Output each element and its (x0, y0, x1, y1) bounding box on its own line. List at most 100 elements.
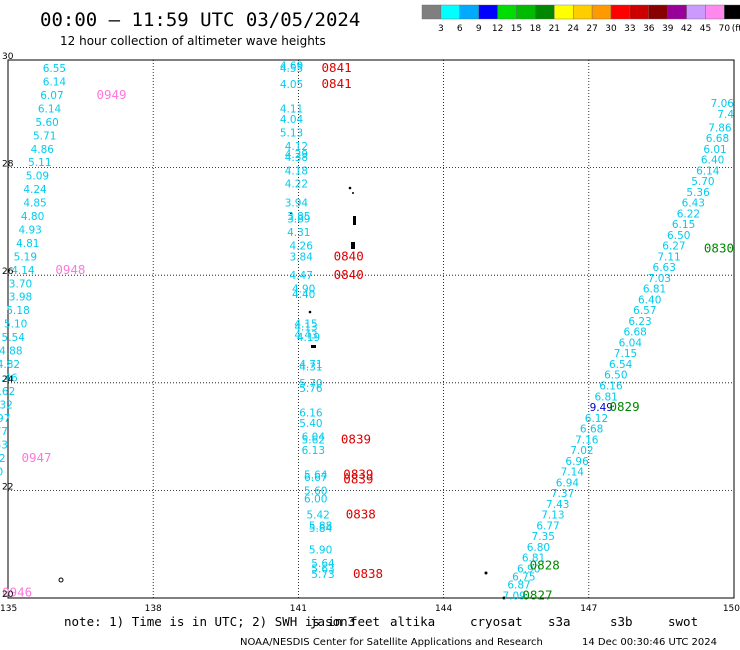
wave-height-value: 4.14 (11, 265, 35, 277)
wave-height-value: 6.80 (527, 542, 550, 554)
pass-time-label: 0947 (21, 450, 51, 465)
wave-height-value: 6.87 (507, 580, 530, 592)
wave-height-value: 6.07 (40, 90, 63, 102)
color-swatch (535, 4, 555, 20)
pass-time-label: 0838 (346, 507, 376, 522)
pass-time-label: 0827 (522, 587, 552, 602)
wave-height-value: 6.16 (299, 407, 323, 419)
color-swatch (667, 4, 687, 20)
wave-height-value: 4.19 (297, 332, 320, 344)
wave-height-value: 4.71 (299, 359, 322, 371)
wave-height-value: 6.15 (672, 219, 695, 231)
wave-height-value: 4.26 (290, 241, 314, 253)
wave-height-value: 7.06 (711, 98, 735, 110)
wave-height-value: 4.38 (285, 152, 308, 164)
wave-height-value: 4.69 (280, 60, 303, 72)
color-scale-label: 27 (586, 24, 597, 34)
credit-text: NOAA/NESDIS Center for Satellite Applica… (240, 637, 543, 648)
wave-height-value: 7.11 (657, 251, 680, 263)
wave-height-value: 5.46 (0, 372, 18, 384)
wave-height-value: 5.10 (4, 319, 27, 331)
wave-height-value: 4.13 (294, 321, 317, 333)
color-swatch (478, 4, 498, 20)
wave-height-value: 4.86 (31, 144, 55, 156)
wave-height-value: 5.90 (309, 545, 332, 557)
color-swatch (516, 4, 536, 20)
wave-height-value: 5.11 (28, 157, 51, 169)
wave-height-value: 3.94 (285, 198, 309, 210)
satellite-legend-item: cryosat (470, 614, 523, 629)
color-scale-label: 9 (476, 24, 482, 34)
satellite-legend-item: s3a (548, 614, 571, 629)
wave-height-value: 6.04 (302, 432, 326, 444)
color-scale-label: 33 (624, 24, 635, 34)
color-scale-label: 42 (681, 24, 692, 34)
color-scale-label: 70 (719, 24, 731, 34)
wave-height-value: 6.81 (594, 391, 617, 403)
wave-height-value: 5.73 (311, 569, 334, 581)
wave-height-value: 5.18 (6, 305, 29, 317)
color-swatch (610, 4, 631, 20)
y-tick-label: 28 (2, 160, 14, 170)
color-scale-label: 45 (700, 24, 711, 34)
wave-height-value: 5.77 (0, 426, 8, 438)
wave-height-value: 4.82 (0, 359, 20, 371)
color-swatch (705, 4, 725, 20)
color-swatch (648, 4, 668, 20)
color-scale-label: 39 (662, 24, 674, 34)
wave-height-value: 6.81 (522, 553, 545, 565)
wave-height-value: 4.85 (23, 198, 46, 210)
pass-time-label: 0841 (322, 60, 352, 75)
wave-height-value: 7.86 (708, 122, 732, 134)
wave-height-value: 7.02 (570, 445, 593, 457)
wave-height-value: 7.15 (614, 348, 637, 360)
wave-height-value: 5.13 (280, 128, 303, 140)
wave-height-value: 5.62 (0, 386, 15, 398)
satellite-legend: jason3 altika cryosat s3a s3b swot (310, 614, 698, 629)
wave-height-value: 7.43 (546, 499, 569, 511)
y-tick-label: 22 (2, 482, 13, 492)
wave-height-value: 5.88 (309, 520, 332, 532)
wave-height-value: 9.49 (590, 402, 613, 414)
wave-height-value: 6.01 (703, 144, 726, 156)
wave-height-value: 6.04 (619, 337, 643, 349)
wave-height-value: 7.37 (551, 488, 574, 500)
color-scale-label: 36 (643, 24, 655, 34)
wave-height-value: 6.22 (677, 208, 700, 220)
wave-height-value: 6.54 (609, 359, 633, 371)
wave-height-value: 6.68 (623, 327, 646, 339)
chart-subtitle: 12 hour collection of altimeter wave hei… (60, 34, 326, 48)
wave-height-value: 4.22 (285, 179, 308, 191)
wave-height-value: 4.18 (285, 165, 308, 177)
wave-height-value: 5.70 (299, 378, 322, 390)
wave-height-value: 4.15 (294, 319, 317, 331)
wave-height-value: 7.16 (575, 434, 599, 446)
color-scale-label: 30 (605, 24, 617, 34)
wave-height-value: 5.32 (0, 399, 13, 411)
color-scale-label: 15 (511, 24, 522, 34)
wave-height-value: 6.14 (696, 165, 720, 177)
wave-height-value: 6.43 (682, 198, 705, 210)
wave-height-value: 7.4 (717, 109, 734, 121)
color-scale-label: 3 (438, 24, 444, 34)
wave-height-value: 4.43 (294, 329, 317, 341)
wave-height-value: 5.97 (0, 413, 10, 425)
satellite-legend-item: swot (668, 614, 698, 629)
plot-frame (7, 59, 735, 599)
wave-height-value: 4.31 (287, 227, 310, 239)
wave-height-value: 5.09 (26, 171, 49, 183)
plot-grid (8, 60, 734, 598)
wave-height-value: 7.13 (541, 510, 564, 522)
wave-height-value: 4.93 (18, 224, 41, 236)
x-tick-label: 150 (723, 604, 740, 614)
wave-height-value: 5.62 (302, 434, 325, 446)
wave-height-value: 6.67 (304, 472, 327, 484)
wave-height-value: 6.40 (701, 155, 724, 167)
pass-time-label: 0840 (334, 267, 364, 282)
color-scale-unit: (ft) (732, 24, 740, 34)
x-tick-label: 147 (580, 604, 597, 614)
timestamp-text: 14 Dec 00:30:46 UTC 2024 (582, 637, 717, 648)
y-tick-label: 20 (2, 590, 14, 600)
